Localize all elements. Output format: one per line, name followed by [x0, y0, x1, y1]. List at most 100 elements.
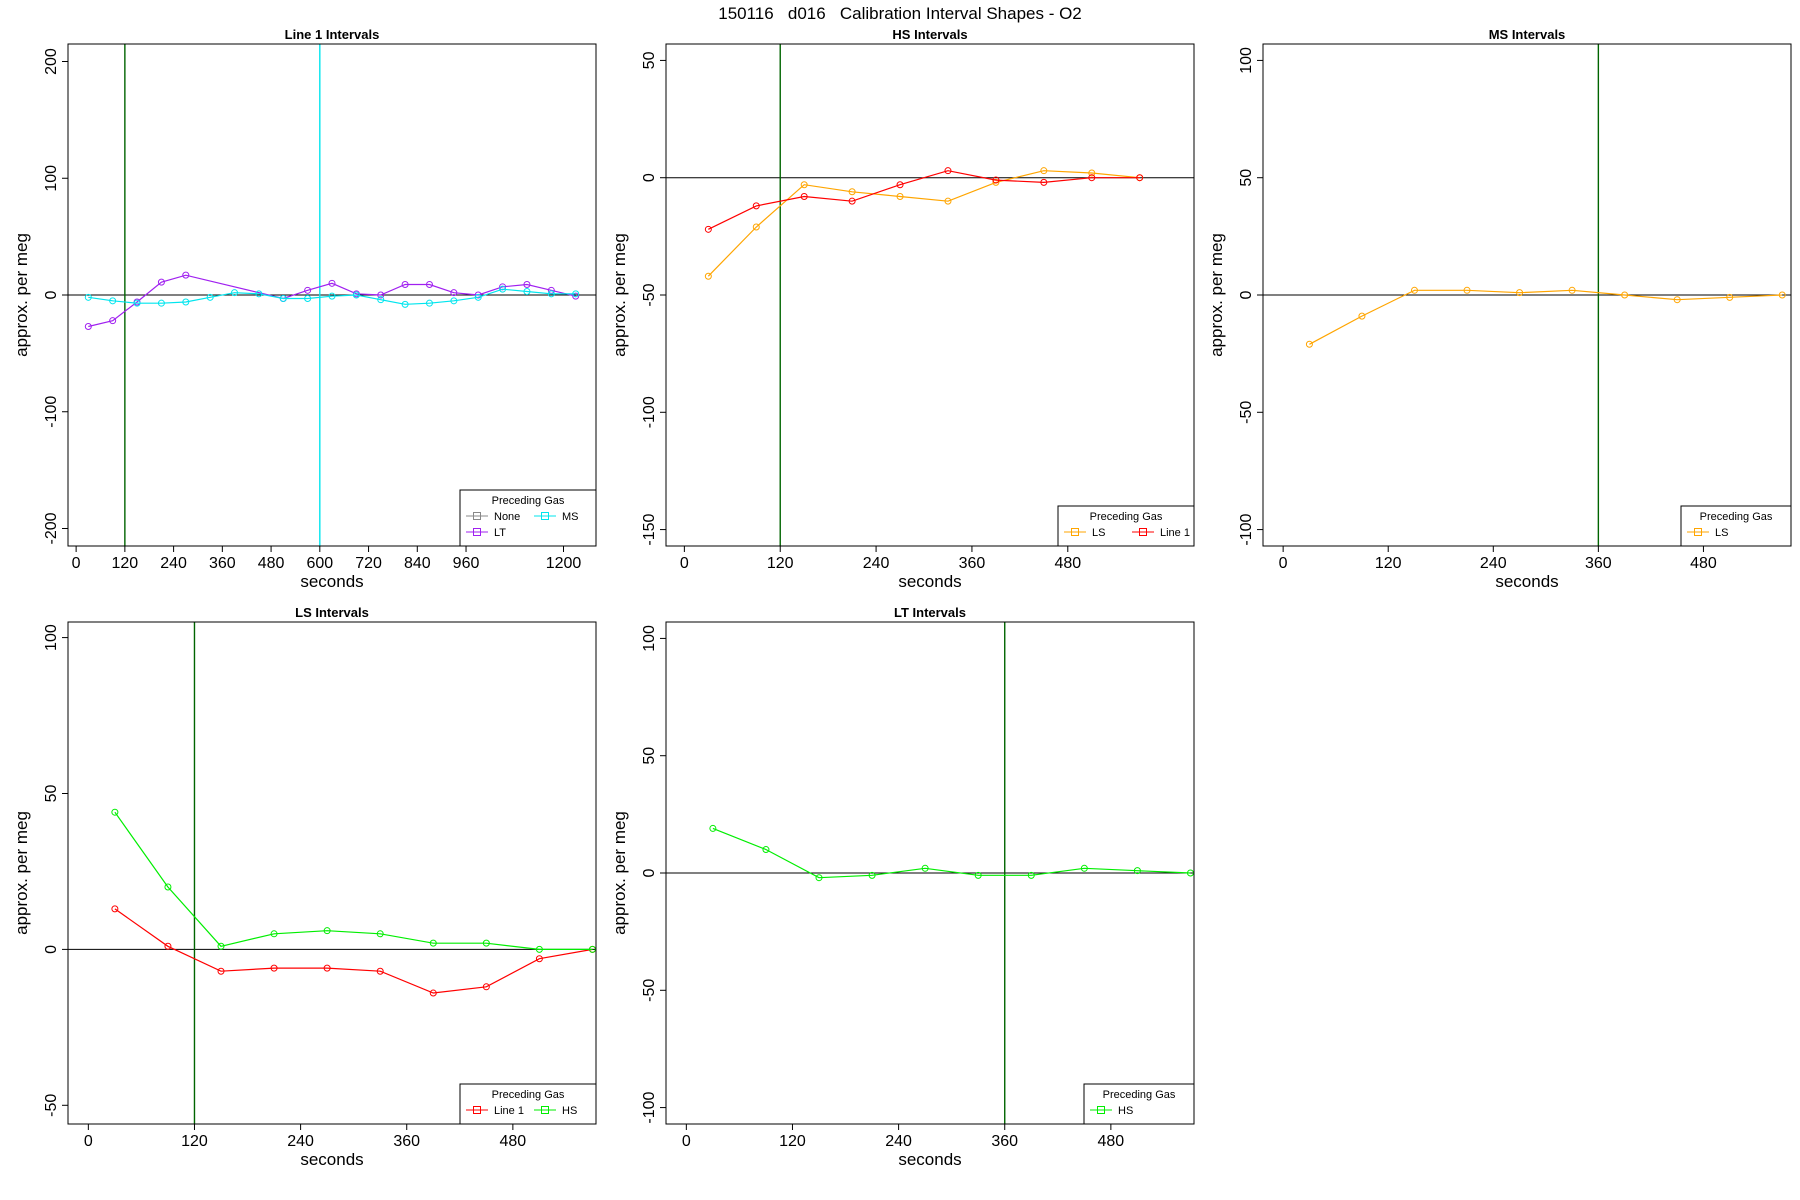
legend-swatch-marker: [541, 1106, 549, 1114]
data-point: [450, 289, 458, 297]
series-line-ls: [707, 170, 1140, 277]
data-point: [709, 824, 717, 832]
x-tick-label: 360: [1585, 555, 1612, 572]
data-point: [425, 299, 433, 307]
legend: Preceding Gas None LT MS: [459, 489, 597, 547]
data-point: [704, 225, 712, 233]
y-tick-label: 50: [641, 747, 658, 765]
data-point: [474, 291, 482, 299]
legend-swatch-marker: [1097, 1106, 1105, 1114]
y-axis-label: approx. per meg: [12, 233, 31, 357]
y-tick-label: 0: [43, 290, 60, 299]
legend-entry-label: HS: [1118, 1105, 1133, 1117]
y-tick-label: 100: [43, 165, 60, 192]
data-point: [1463, 286, 1471, 294]
panel-title: HS Intervals: [892, 27, 967, 42]
data-point: [1568, 286, 1576, 294]
legend-swatch-marker: [473, 512, 481, 520]
data-point: [1080, 864, 1088, 872]
x-tick-label: 0: [680, 555, 689, 572]
legend-entry-label: HS: [562, 1105, 577, 1117]
data-point: [401, 300, 409, 308]
data-point: [206, 293, 214, 301]
x-tick-label: 240: [160, 555, 187, 572]
x-tick-label: 120: [767, 555, 794, 572]
plot-frame: [665, 43, 1195, 547]
y-axis-label: approx. per meg: [1207, 233, 1226, 357]
data-point: [588, 945, 596, 953]
data-point: [304, 286, 312, 294]
chart-panel-4: LS Intervals 0 120 240 360 480 seconds -50 0 50 10…: [12, 605, 597, 1169]
data-point: [762, 846, 770, 854]
data-point: [376, 967, 384, 975]
y-tick-label: -50: [641, 979, 658, 1002]
legend-entry-label: LS: [1092, 527, 1105, 539]
y-tick-label: 50: [1238, 169, 1255, 187]
data-point: [535, 945, 543, 953]
data-point: [425, 280, 433, 288]
x-tick-label: 840: [404, 555, 431, 572]
y-tick-label: 100: [1238, 47, 1255, 74]
data-point: [1088, 174, 1096, 182]
data-point: [992, 176, 1000, 184]
data-point: [896, 181, 904, 189]
panel-title: Line 1 Intervals: [285, 27, 380, 42]
series-line-line-1: [114, 908, 593, 994]
data-point: [482, 983, 490, 991]
data-point: [429, 989, 437, 997]
legend: Preceding Gas LS: [1680, 505, 1792, 547]
y-tick-label: -50: [43, 1094, 60, 1117]
y-tick-label: -50: [1238, 401, 1255, 424]
data-point: [352, 291, 360, 299]
data-point: [704, 272, 712, 280]
legend-box: [1680, 505, 1792, 547]
y-tick-label: -200: [43, 512, 60, 544]
legend-entry-label: Line 1: [1160, 527, 1190, 539]
data-point: [111, 905, 119, 913]
data-point: [800, 192, 808, 200]
data-point: [328, 292, 336, 300]
y-tick-label: -50: [641, 283, 658, 306]
data-point: [231, 289, 239, 297]
legend-box: [459, 489, 597, 547]
data-point: [523, 280, 531, 288]
y-tick-label: -100: [641, 396, 658, 428]
data-point: [752, 202, 760, 210]
legend-swatch-marker: [1071, 528, 1079, 536]
data-point: [1778, 291, 1786, 299]
x-tick-label: 0: [72, 555, 81, 572]
data-point: [523, 287, 531, 295]
x-tick-label: 720: [355, 555, 382, 572]
x-tick-label: 240: [885, 1133, 912, 1150]
panel-title: LT Intervals: [894, 605, 966, 620]
data-point: [800, 181, 808, 189]
data-point: [376, 930, 384, 938]
y-tick-label: -100: [1238, 513, 1255, 545]
y-tick-label: -100: [641, 1091, 658, 1123]
x-tick-label: 480: [500, 1133, 527, 1150]
data-point: [535, 955, 543, 963]
data-point: [547, 290, 555, 298]
data-point: [815, 874, 823, 882]
y-tick-label: -100: [43, 396, 60, 428]
series-line-ls: [1309, 289, 1783, 345]
y-axis-label: approx. per meg: [12, 811, 31, 935]
x-axis-label: seconds: [300, 572, 363, 591]
data-point: [255, 290, 263, 298]
legend-title: Preceding Gas: [1090, 511, 1163, 523]
data-point: [279, 295, 287, 303]
data-point: [84, 323, 92, 331]
x-tick-label: 240: [1480, 555, 1507, 572]
x-tick-label: 480: [1690, 555, 1717, 572]
data-point: [1410, 286, 1418, 294]
y-axis-label: approx. per meg: [610, 811, 629, 935]
data-point: [1621, 291, 1629, 299]
series-line-hs: [712, 827, 1191, 879]
x-tick-label: 600: [306, 555, 333, 572]
data-point: [84, 293, 92, 301]
legend: Preceding Gas LS Line 1: [1057, 505, 1195, 547]
data-point: [1133, 867, 1141, 875]
data-point: [921, 864, 929, 872]
data-point: [323, 964, 331, 972]
